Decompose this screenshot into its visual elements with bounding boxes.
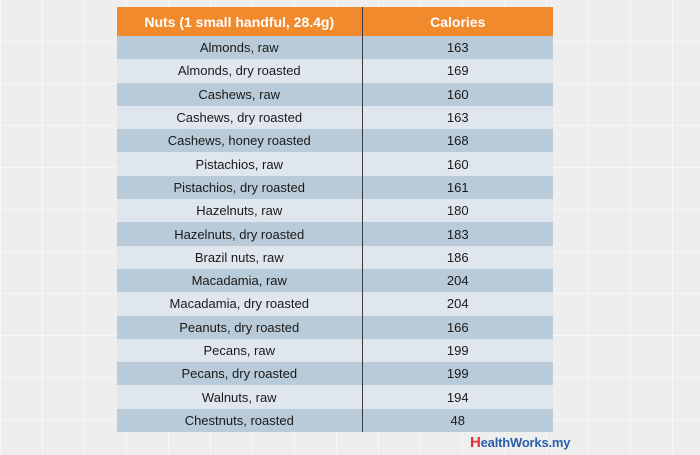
nut-name: Cashews, raw [117, 82, 363, 106]
logo-initial: H [470, 434, 481, 451]
nut-name: Cashews, honey roasted [117, 129, 363, 153]
nut-name: Pistachios, raw [117, 152, 363, 176]
table-header: Nuts (1 small handful, 28.4g) Calories [117, 7, 553, 36]
calories: 169 [362, 59, 553, 83]
calories: 199 [362, 338, 553, 363]
table-row: Pecans, dry roasted 199 [117, 362, 553, 386]
table-row: Cashews, raw 160 [117, 82, 553, 106]
nut-name: Pecans, raw [117, 338, 363, 363]
calories: 160 [362, 152, 553, 176]
table-row: Almonds, dry roasted 169 [117, 59, 553, 83]
table-row: Macadamia, raw 204 [117, 268, 553, 293]
nut-name: Cashews, dry roasted [117, 105, 363, 130]
calories: 163 [362, 105, 553, 130]
calories: 166 [362, 315, 553, 339]
nut-name: Almonds, dry roasted [117, 59, 363, 83]
table-row: Hazelnuts, dry roasted 183 [117, 222, 553, 246]
nut-name: Brazil nuts, raw [117, 245, 363, 269]
header-row: Nuts (1 small handful, 28.4g) Calories [117, 7, 553, 36]
calories: 161 [362, 175, 553, 200]
calories: 168 [362, 129, 553, 153]
nut-name: Macadamia, dry roasted [117, 292, 363, 316]
table-row: Macadamia, dry roasted 204 [117, 292, 553, 316]
calories: 180 [362, 199, 553, 223]
table-row: Cashews, dry roasted 163 [117, 105, 553, 130]
nut-name: Hazelnuts, raw [117, 199, 363, 223]
calories: 194 [362, 385, 553, 409]
table-row: Walnuts, raw 194 [117, 385, 553, 409]
nut-name: Pecans, dry roasted [117, 362, 363, 386]
table-row: Pecans, raw 199 [117, 338, 553, 363]
table-row: Cashews, honey roasted 168 [117, 129, 553, 153]
header-cell: Calories [362, 7, 553, 36]
calories: 163 [362, 36, 553, 60]
nut-name: Chestnuts, roasted [117, 408, 363, 433]
calories: 183 [362, 222, 553, 246]
table-row: Pistachios, dry roasted 161 [117, 175, 553, 200]
table-row: Brazil nuts, raw 186 [117, 245, 553, 269]
table-row: Peanuts, dry roasted 166 [117, 315, 553, 339]
nut-name: Walnuts, raw [117, 385, 363, 409]
table-body: Almonds, raw 163 Almonds, dry roasted 169 Ca… [117, 36, 553, 433]
nut-name: Hazelnuts, dry roasted [117, 222, 363, 246]
table-row: Almonds, raw 163 [117, 36, 553, 60]
logo: HealthWorks.my [470, 434, 570, 451]
nut-name: Pistachios, dry roasted [117, 175, 363, 200]
table-row: Pistachios, raw 160 [117, 152, 553, 176]
header-cell: Nuts (1 small handful, 28.4g) [117, 7, 363, 36]
calories: 204 [362, 292, 553, 316]
table-row: Hazelnuts, raw 180 [117, 199, 553, 223]
table-row: Chestnuts, roasted 48 [117, 408, 553, 433]
calories: 48 [362, 408, 553, 433]
logo-text: ealthWorks.my [480, 435, 571, 450]
calories: 160 [362, 82, 553, 106]
calorie-table: Nuts (1 small handful, 28.4g) Calories A… [117, 7, 553, 433]
calories: 186 [362, 245, 553, 269]
calories: 199 [362, 362, 553, 386]
nut-name: Peanuts, dry roasted [117, 315, 363, 339]
calories: 204 [362, 268, 553, 293]
nut-name: Macadamia, raw [117, 268, 363, 293]
nut-name: Almonds, raw [117, 36, 363, 60]
